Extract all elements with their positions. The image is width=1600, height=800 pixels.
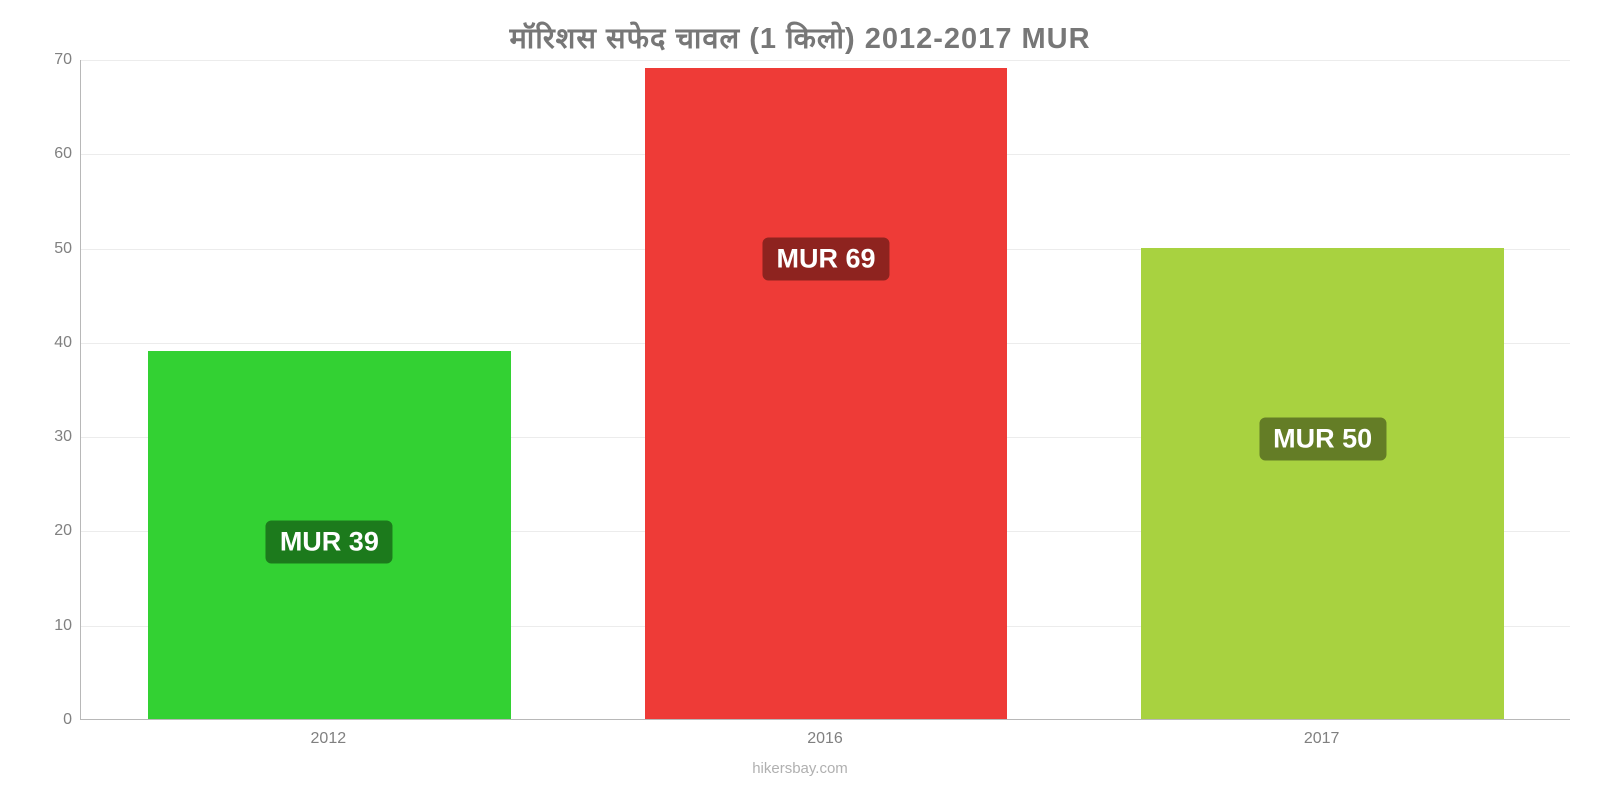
- y-tick-label: 10: [12, 617, 72, 635]
- y-tick-label: 60: [12, 145, 72, 163]
- watermark-text: hikersbay.com: [0, 760, 1600, 777]
- y-tick-label: 70: [12, 51, 72, 69]
- y-tick-label: 0: [12, 711, 72, 729]
- y-tick-label: 50: [12, 240, 72, 258]
- y-tick-label: 40: [12, 334, 72, 352]
- x-tick-label: 2017: [1304, 730, 1340, 748]
- plot-area: MUR 39 MUR 69 MUR 50: [80, 60, 1570, 720]
- chart-title: मॉरिशस सफेद चावल (1 किलो) 2012-2017 MUR: [0, 18, 1600, 57]
- bar-value-label: MUR 39: [266, 521, 393, 564]
- x-tick-label: 2016: [807, 730, 843, 748]
- x-tick-label: 2012: [311, 730, 347, 748]
- bar: [645, 68, 1008, 719]
- bar: [1141, 248, 1504, 719]
- y-tick-label: 20: [12, 522, 72, 540]
- bar-value-label: MUR 50: [1259, 417, 1386, 460]
- gridline: [81, 60, 1570, 61]
- y-tick-label: 30: [12, 428, 72, 446]
- chart-container: मॉरिशस सफेद चावल (1 किलो) 2012-2017 MUR …: [0, 0, 1600, 800]
- bar-value-label: MUR 69: [762, 238, 889, 281]
